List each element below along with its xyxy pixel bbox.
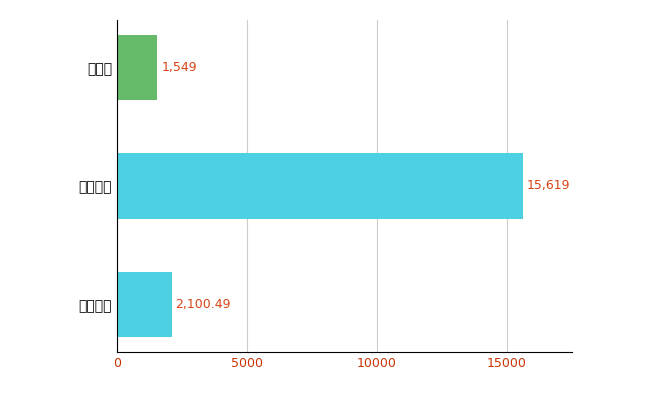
Bar: [117, 272, 172, 337]
Bar: [117, 35, 157, 100]
Bar: [117, 154, 523, 218]
Text: 2,100.49: 2,100.49: [176, 298, 231, 311]
Text: 1,549: 1,549: [161, 61, 197, 74]
Text: 15,619: 15,619: [527, 180, 571, 192]
